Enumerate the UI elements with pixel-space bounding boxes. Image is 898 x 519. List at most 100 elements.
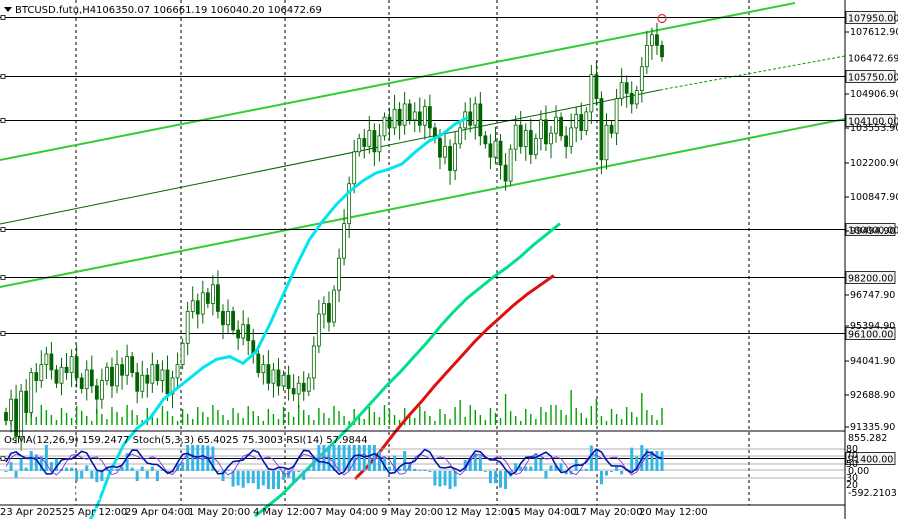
osma-bar xyxy=(246,471,250,484)
candle-body xyxy=(483,135,488,145)
y-tick-label: 94041.90 xyxy=(850,356,895,367)
candle-body xyxy=(39,364,44,381)
osma-bar xyxy=(413,468,417,471)
level-label-box xyxy=(845,271,896,284)
channel-lower-line xyxy=(0,118,846,288)
logo-brand: instaforex xyxy=(44,481,149,505)
osma-bar xyxy=(519,466,523,471)
candle-body xyxy=(523,130,528,147)
osma-bar xyxy=(473,453,477,471)
candle-body xyxy=(115,364,119,387)
osma-bar xyxy=(256,471,260,489)
candle-body xyxy=(74,356,79,379)
candle-body xyxy=(34,372,39,381)
osma-bar xyxy=(261,471,265,486)
x-tick-label: 29 Apr 04:00 xyxy=(125,507,190,518)
osma-bar xyxy=(428,471,432,473)
level-label-box xyxy=(845,11,896,24)
osma-bar xyxy=(34,454,38,471)
osma-bar xyxy=(181,462,185,471)
osma-bar xyxy=(297,471,301,472)
osma-bar xyxy=(302,471,306,480)
candle-body xyxy=(594,74,599,100)
candle-body xyxy=(372,130,377,153)
candle-body xyxy=(528,130,533,155)
osma-bar xyxy=(231,471,235,487)
osma-bar xyxy=(347,445,351,471)
indicator-axis-label: 0.00 xyxy=(848,466,869,477)
level-anchor xyxy=(0,331,6,336)
indicator-axis-label: -592.2103 xyxy=(848,488,897,499)
osma-bar xyxy=(468,457,472,471)
indicator-level-label: 80 xyxy=(846,444,858,455)
osma-bar xyxy=(660,451,664,471)
osma-bar xyxy=(9,462,13,471)
candle-body xyxy=(19,390,24,437)
candle-body xyxy=(327,303,331,323)
candle-body xyxy=(165,369,170,395)
candle-body xyxy=(180,342,185,366)
candle-body xyxy=(322,303,326,315)
candle-body xyxy=(564,135,569,147)
candle-body xyxy=(150,364,155,384)
osma-bar xyxy=(251,471,255,484)
osma-bar xyxy=(357,445,361,471)
x-tick-label: 4 May 12:00 xyxy=(253,507,315,518)
osma-bar xyxy=(186,445,190,471)
osma-bar xyxy=(488,471,492,484)
level-label-box xyxy=(845,223,896,236)
dropdown-triangle-icon[interactable] xyxy=(4,7,12,12)
osma-bar xyxy=(327,445,331,471)
level-label: 91400.00 xyxy=(848,455,893,466)
ema-fast-line xyxy=(88,115,470,519)
osma-bar xyxy=(342,445,346,471)
osma-bar xyxy=(403,451,407,471)
x-tick-label: 25 Apr 12:00 xyxy=(62,507,127,518)
osma-bar xyxy=(382,456,386,471)
level-label: 105750.00 xyxy=(848,73,898,84)
osma-bar xyxy=(201,445,205,471)
osma-bar xyxy=(292,471,296,484)
channel-mid-line xyxy=(0,89,661,225)
candle-body xyxy=(639,66,644,92)
osma-bar xyxy=(529,466,533,471)
candle-body xyxy=(644,45,649,68)
osma-bar xyxy=(216,471,220,472)
y-tick-label: 100847.90 xyxy=(850,192,898,203)
candle-body xyxy=(59,366,64,384)
osma-bar xyxy=(4,471,8,472)
candle-body xyxy=(650,34,654,46)
osma-bar xyxy=(221,471,225,481)
candle-body xyxy=(569,127,574,147)
osma-bar xyxy=(630,447,634,471)
osma-bar xyxy=(589,445,593,471)
x-tick-label: 15 May 04:00 xyxy=(508,507,577,518)
candle-body xyxy=(634,90,639,105)
candle-body xyxy=(14,398,18,437)
osma-bar xyxy=(85,465,89,471)
osma-bar xyxy=(276,471,280,489)
candle-body xyxy=(402,103,407,126)
level-anchor xyxy=(0,456,6,461)
osma-bar xyxy=(433,471,437,486)
candle-body xyxy=(120,364,124,376)
candle-body xyxy=(241,324,246,339)
candle-body xyxy=(347,183,352,225)
level-label: 98200.00 xyxy=(848,274,893,285)
x-tick-label: 23 Apr 2025 xyxy=(0,507,62,518)
osma-bar xyxy=(423,469,427,471)
indicator-level-label: 70 xyxy=(846,450,858,461)
candle-body xyxy=(160,369,165,381)
candle-body xyxy=(286,374,291,389)
osma-bar xyxy=(524,466,528,471)
candle-body xyxy=(185,311,190,344)
y-tick-label: 91335.90 xyxy=(850,422,895,433)
osma-bar xyxy=(14,471,18,478)
candle-body xyxy=(130,356,135,373)
candle-body xyxy=(574,114,579,129)
candle-body xyxy=(89,369,94,387)
candle-body xyxy=(417,111,422,126)
